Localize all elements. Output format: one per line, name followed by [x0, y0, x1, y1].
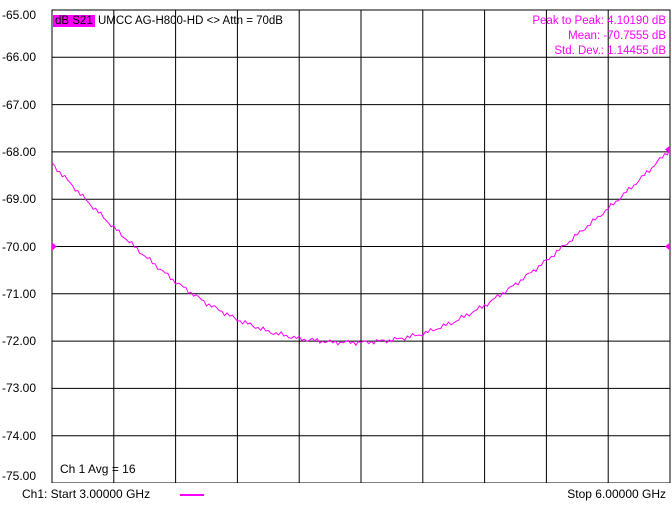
y-tick-label: -69.00	[2, 192, 37, 207]
reference-level-marker-right[interactable]	[665, 242, 670, 251]
start-frequency[interactable]: Ch1: Start 3.00000 GHz	[22, 487, 151, 501]
grid	[52, 10, 670, 483]
trace-badge[interactable]: dB S21	[53, 15, 95, 27]
y-tick-label: -70.00	[2, 239, 37, 254]
trace-line	[51, 148, 671, 347]
std-dev-readout: Std. Dev.: 1.14455 dB	[554, 45, 666, 57]
y-tick-label: -75.00	[2, 469, 37, 483]
y-tick-label: -73.00	[2, 381, 37, 396]
y-tick-label: -66.00	[2, 50, 37, 65]
trace-end-marker[interactable]	[665, 145, 670, 154]
peak-to-peak-readout: Peak to Peak: 4.10190 dB	[532, 15, 666, 27]
y-tick-label: -68.00	[2, 144, 37, 159]
trace	[51, 148, 671, 347]
trace-legend-swatch	[180, 494, 204, 496]
trace-description: UMCC AG-H800-HD <> Attn = 70dB	[97, 15, 283, 27]
channel-footer: Ch1: Start 3.00000 GHz Stop 6.00000 GHz	[0, 483, 672, 506]
y-tick-label: -67.00	[2, 97, 37, 112]
y-tick-label: -71.00	[2, 286, 37, 301]
mean-readout: Mean: -70.7555 dB	[568, 30, 666, 42]
averaging-readout: Ch 1 Avg = 16	[60, 462, 136, 476]
y-tick-label: -74.00	[2, 428, 37, 443]
reference-markers	[52, 145, 670, 251]
stop-frequency[interactable]: Stop 6.00000 GHz	[567, 487, 666, 501]
reference-level-marker-left[interactable]	[52, 242, 57, 251]
y-tick-label: -65.00	[2, 8, 37, 22]
y-tick-label: -72.00	[2, 334, 37, 349]
trace-title: dB S21 UMCC AG-H800-HD <> Attn = 70dB	[53, 15, 283, 27]
trace-plot	[51, 9, 671, 483]
trace-statistics: Peak to Peak: 4.10190 dB Mean: -70.7555 …	[532, 14, 666, 59]
